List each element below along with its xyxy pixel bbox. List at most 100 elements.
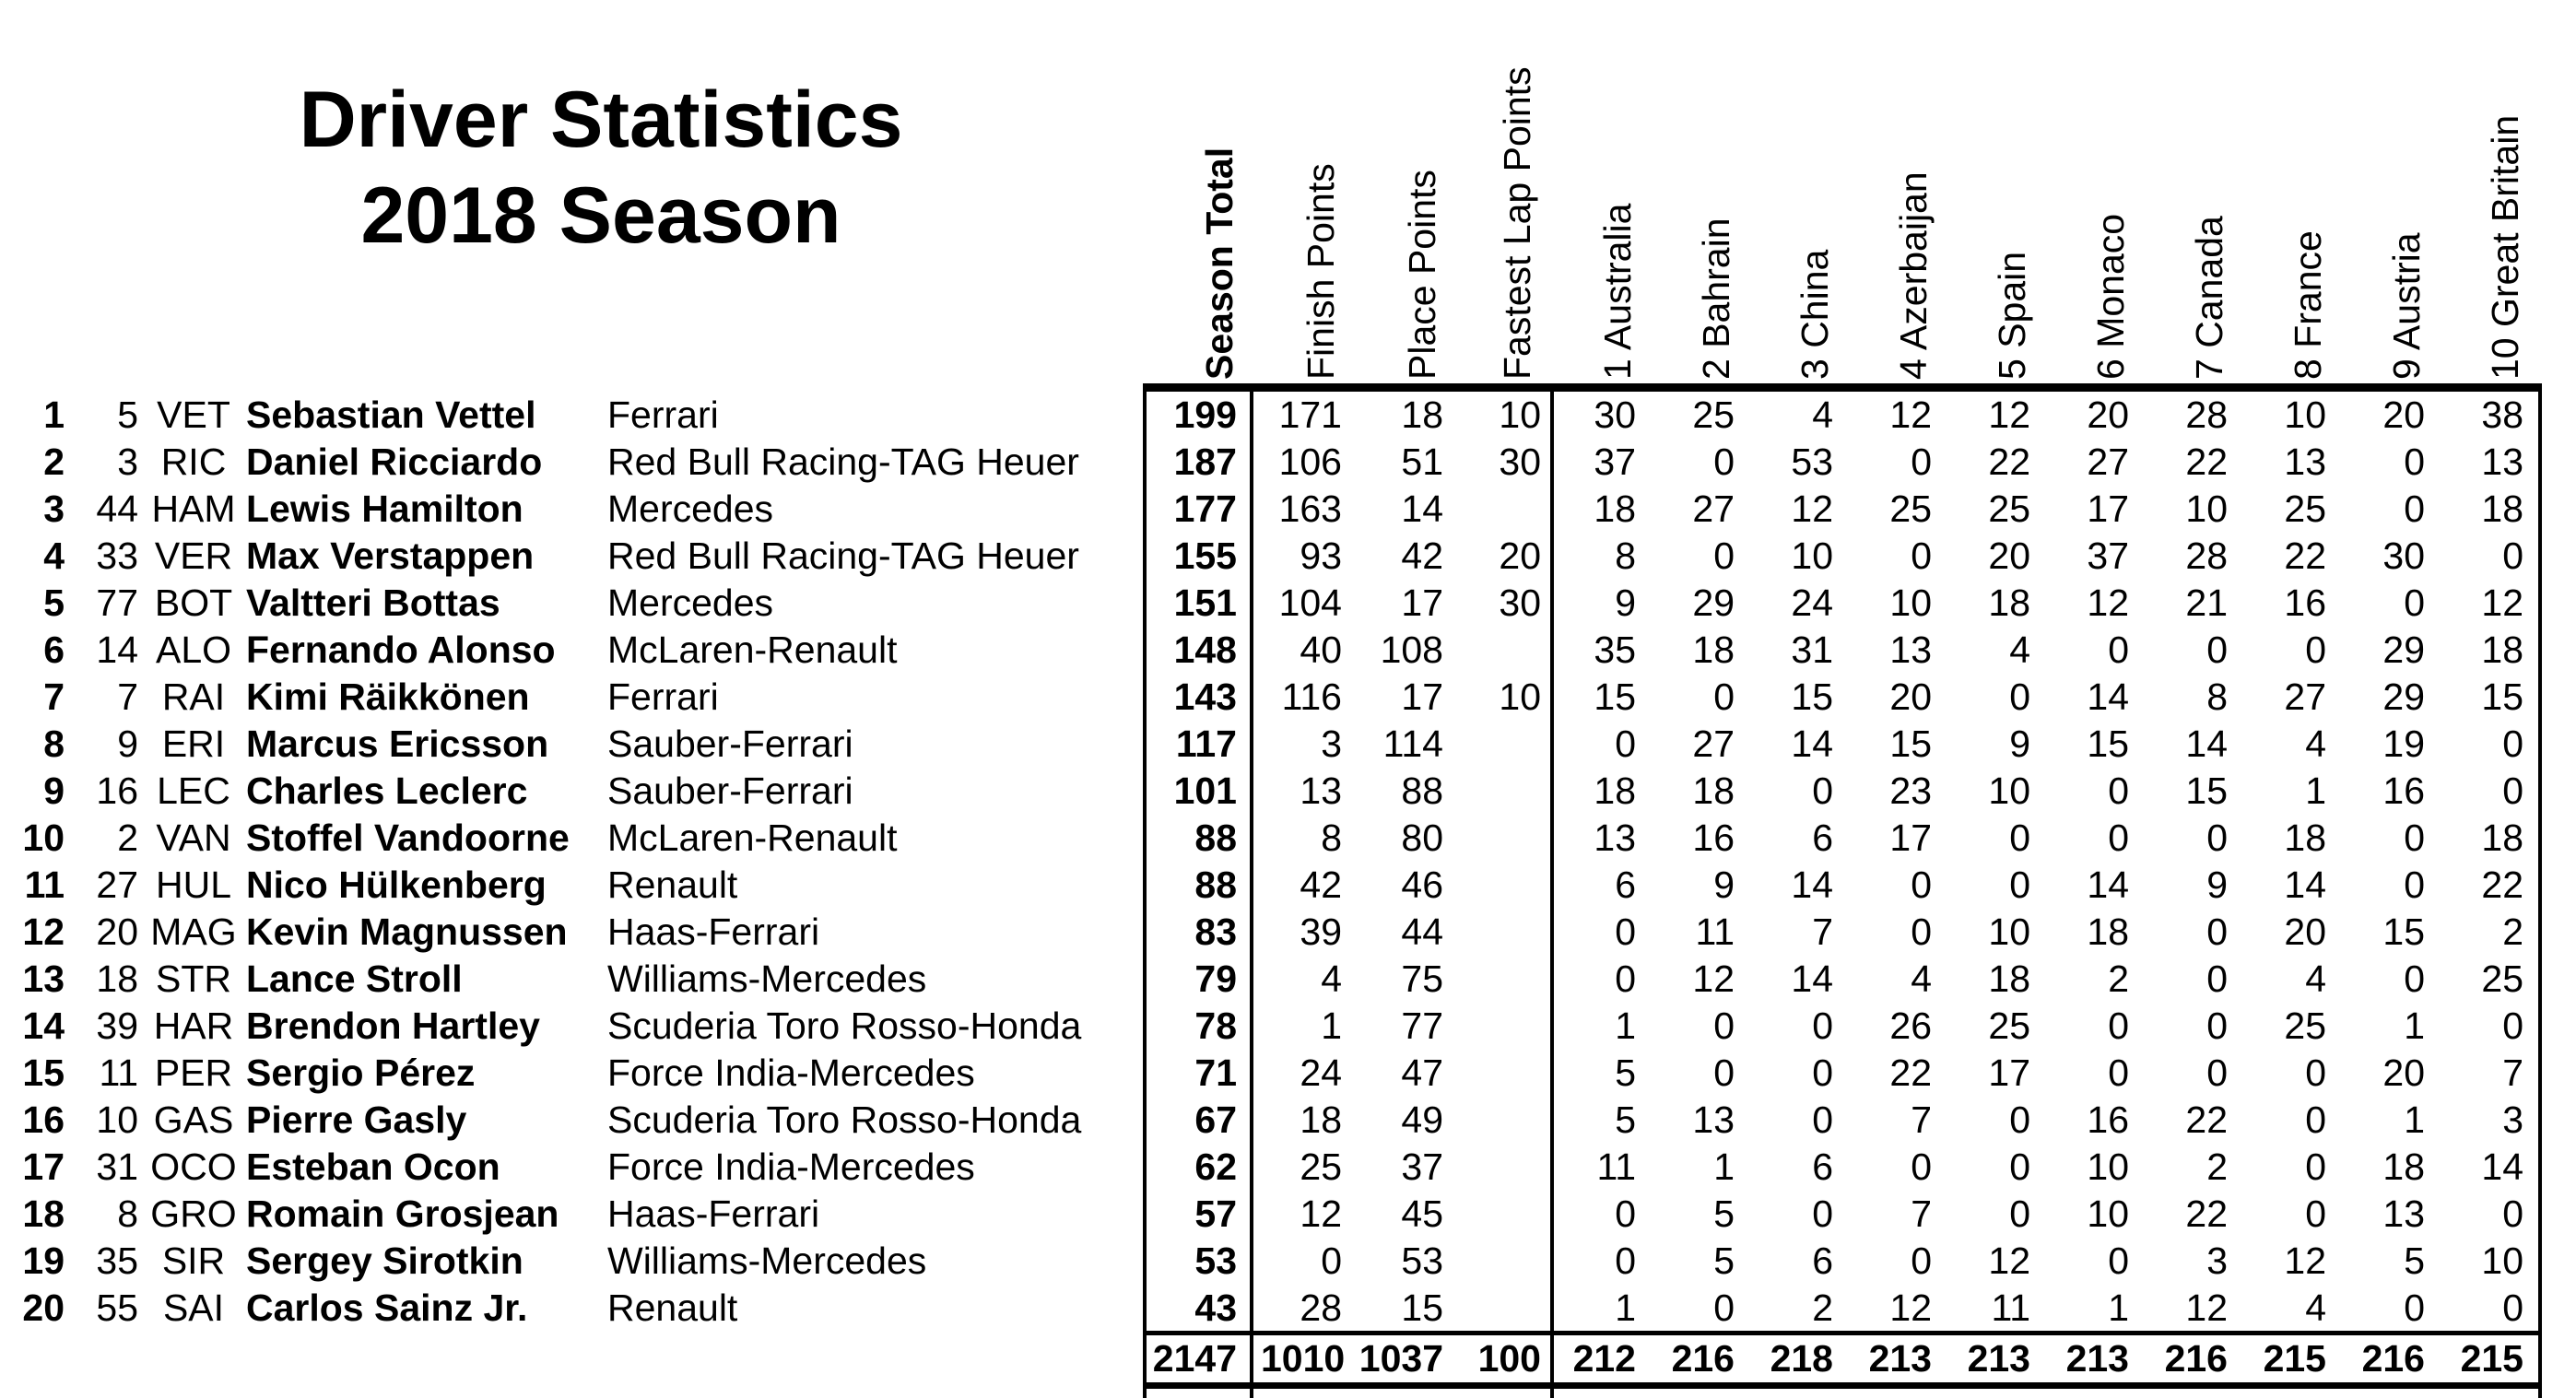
finish-points: 25 [1300,1145,1342,1188]
driver-abbr: RAI [161,676,226,718]
place-points: 108 [1380,629,1443,671]
race-points-2: 25 [1692,394,1735,436]
race-points-5: 11 [1991,1286,2030,1329]
table-bottom-line [1143,1382,2542,1389]
car-number: 3 [117,441,138,483]
race-points-8: 0 [2305,1192,2326,1235]
fastest-lap-points [1456,1144,1541,1191]
race-points-4: 17 [1889,816,1932,859]
table-row: 16 10 GAS Pierre Gasly Scuderia Toro Rosso-H… [0,1097,2576,1144]
season-total: 53 [1194,1239,1237,1282]
fastest-lap-points: 10 [1499,676,1541,718]
race-points-10: 10 [2481,1239,2523,1282]
race-points-9: 0 [2404,816,2425,859]
place-points: 49 [1401,1098,1443,1141]
race-points-3: 6 [1812,1145,1833,1188]
race-points-1: 30 [1594,394,1636,436]
car-number: 77 [96,582,138,624]
race-points-1: 35 [1594,629,1636,671]
fastest-lap-points [1456,1238,1541,1285]
race-points-9: 1 [2404,1004,2425,1047]
race-points-3: 7 [1812,910,1833,953]
table-row: 18 8 GRO Romain Grosjean Haas-Ferrari 57 12 45 0… [0,1191,2576,1238]
driver-abbr: HUL [155,863,232,906]
race-points-8: 20 [2284,910,2326,953]
table-row: 9 16 LEC Charles Leclerc Sauber-Ferrari 101 13… [0,768,2576,815]
team-name: Red Bull Racing-TAG Heuer [607,441,1079,483]
race-points-8: 27 [2284,676,2326,718]
position: 1 [43,394,65,436]
finish-points: 163 [1278,488,1342,530]
table-row: 3 44 HAM Lewis Hamilton Mercedes 177 163 14 18 27… [0,486,2576,533]
team-name: Haas-Ferrari [607,1192,820,1235]
race-points-6: 27 [2087,441,2129,483]
race-points-8: 25 [2284,488,2326,530]
race-points-4: 7 [1911,1098,1932,1141]
finish-points: 104 [1278,582,1342,624]
car-number: 10 [96,1098,138,1141]
race-points-7: 10 [2185,488,2228,530]
race-points-6: 17 [2087,488,2129,530]
place-points: 75 [1401,957,1443,1000]
race-points-3: 12 [1791,488,1833,530]
race-points-9: 18 [2382,1145,2425,1188]
driver-abbr: STR [156,957,231,1000]
team-name: Mercedes [607,488,774,530]
race-points-3: 218 [1770,1337,1833,1380]
position: 2 [43,441,65,483]
race-points-5: 0 [2009,863,2030,906]
fastest-lap-points: 30 [1499,441,1541,483]
fastest-lap-points [1456,486,1541,533]
race-points-5: 25 [1988,1004,2030,1047]
season-total-border [1250,383,1253,1398]
race-points-10: 18 [2481,629,2523,671]
race-points-9: 5 [2404,1239,2425,1282]
race-points-4: 26 [1889,1004,1932,1047]
finish-points: 12 [1300,1192,1342,1235]
table-row: 8 9 ERI Marcus Ericsson Sauber-Ferrari 117 3 11… [0,721,2576,768]
race-points-4: 13 [1889,629,1932,671]
finish-points: 93 [1300,535,1342,577]
race-points-5: 9 [2009,722,2030,765]
race-points-2: 27 [1692,488,1735,530]
driver-abbr: OCO [150,1145,237,1188]
table-row: 11 27 HUL Nico Hülkenberg Renault 88 42 46 6 9 14 0… [0,862,2576,909]
race-points-9: 0 [2404,863,2425,906]
totals-row: 2147 1010 1037 100 212 216 218 213 213 213 216 215 2… [0,1335,2576,1382]
car-number: 55 [96,1286,138,1329]
finish-points: 4 [1321,957,1342,1000]
race-points-2: 0 [1713,441,1735,483]
race-points-1: 37 [1594,441,1636,483]
race-points-6: 12 [2087,582,2129,624]
race-points-4: 213 [1868,1337,1932,1380]
fastest-lap-points [1456,1285,1541,1332]
race-points-4: 0 [1911,1145,1932,1188]
race-points-2: 18 [1692,629,1735,671]
points-group-border [1550,383,1554,1398]
race-points-6: 10 [2087,1192,2129,1235]
race-points-5: 20 [1988,535,2030,577]
position: 3 [43,488,65,530]
driver-abbr: PER [154,1051,233,1094]
race-points-7: 9 [2206,863,2228,906]
finish-points: 40 [1300,629,1342,671]
fastest-lap-points: 10 [1499,394,1541,436]
race-points-9: 13 [2382,1192,2425,1235]
team-name: Ferrari [607,394,719,436]
table-row: 4 33 VER Max Verstappen Red Bull Racing-TAG … [0,533,2576,580]
driver-abbr: LEC [157,769,230,812]
driver-name: Charles Leclerc [246,769,528,812]
column-header-race-australia: 1 Australia [1596,203,1639,380]
race-points-10: 0 [2502,535,2523,577]
race-points-2: 27 [1692,722,1735,765]
race-points-4: 12 [1889,1286,1932,1329]
team-name: McLaren-Renault [607,629,898,671]
race-points-10: 0 [2502,769,2523,812]
table-row: 1 5 VET Sebastian Vettel Ferrari 199 171 18 10 30… [0,392,2576,439]
race-points-10: 38 [2481,394,2523,436]
race-points-8: 0 [2305,629,2326,671]
race-points-6: 16 [2087,1098,2129,1141]
fastest-lap-points [1456,815,1541,862]
race-points-1: 0 [1615,957,1636,1000]
race-points-3: 14 [1791,957,1833,1000]
